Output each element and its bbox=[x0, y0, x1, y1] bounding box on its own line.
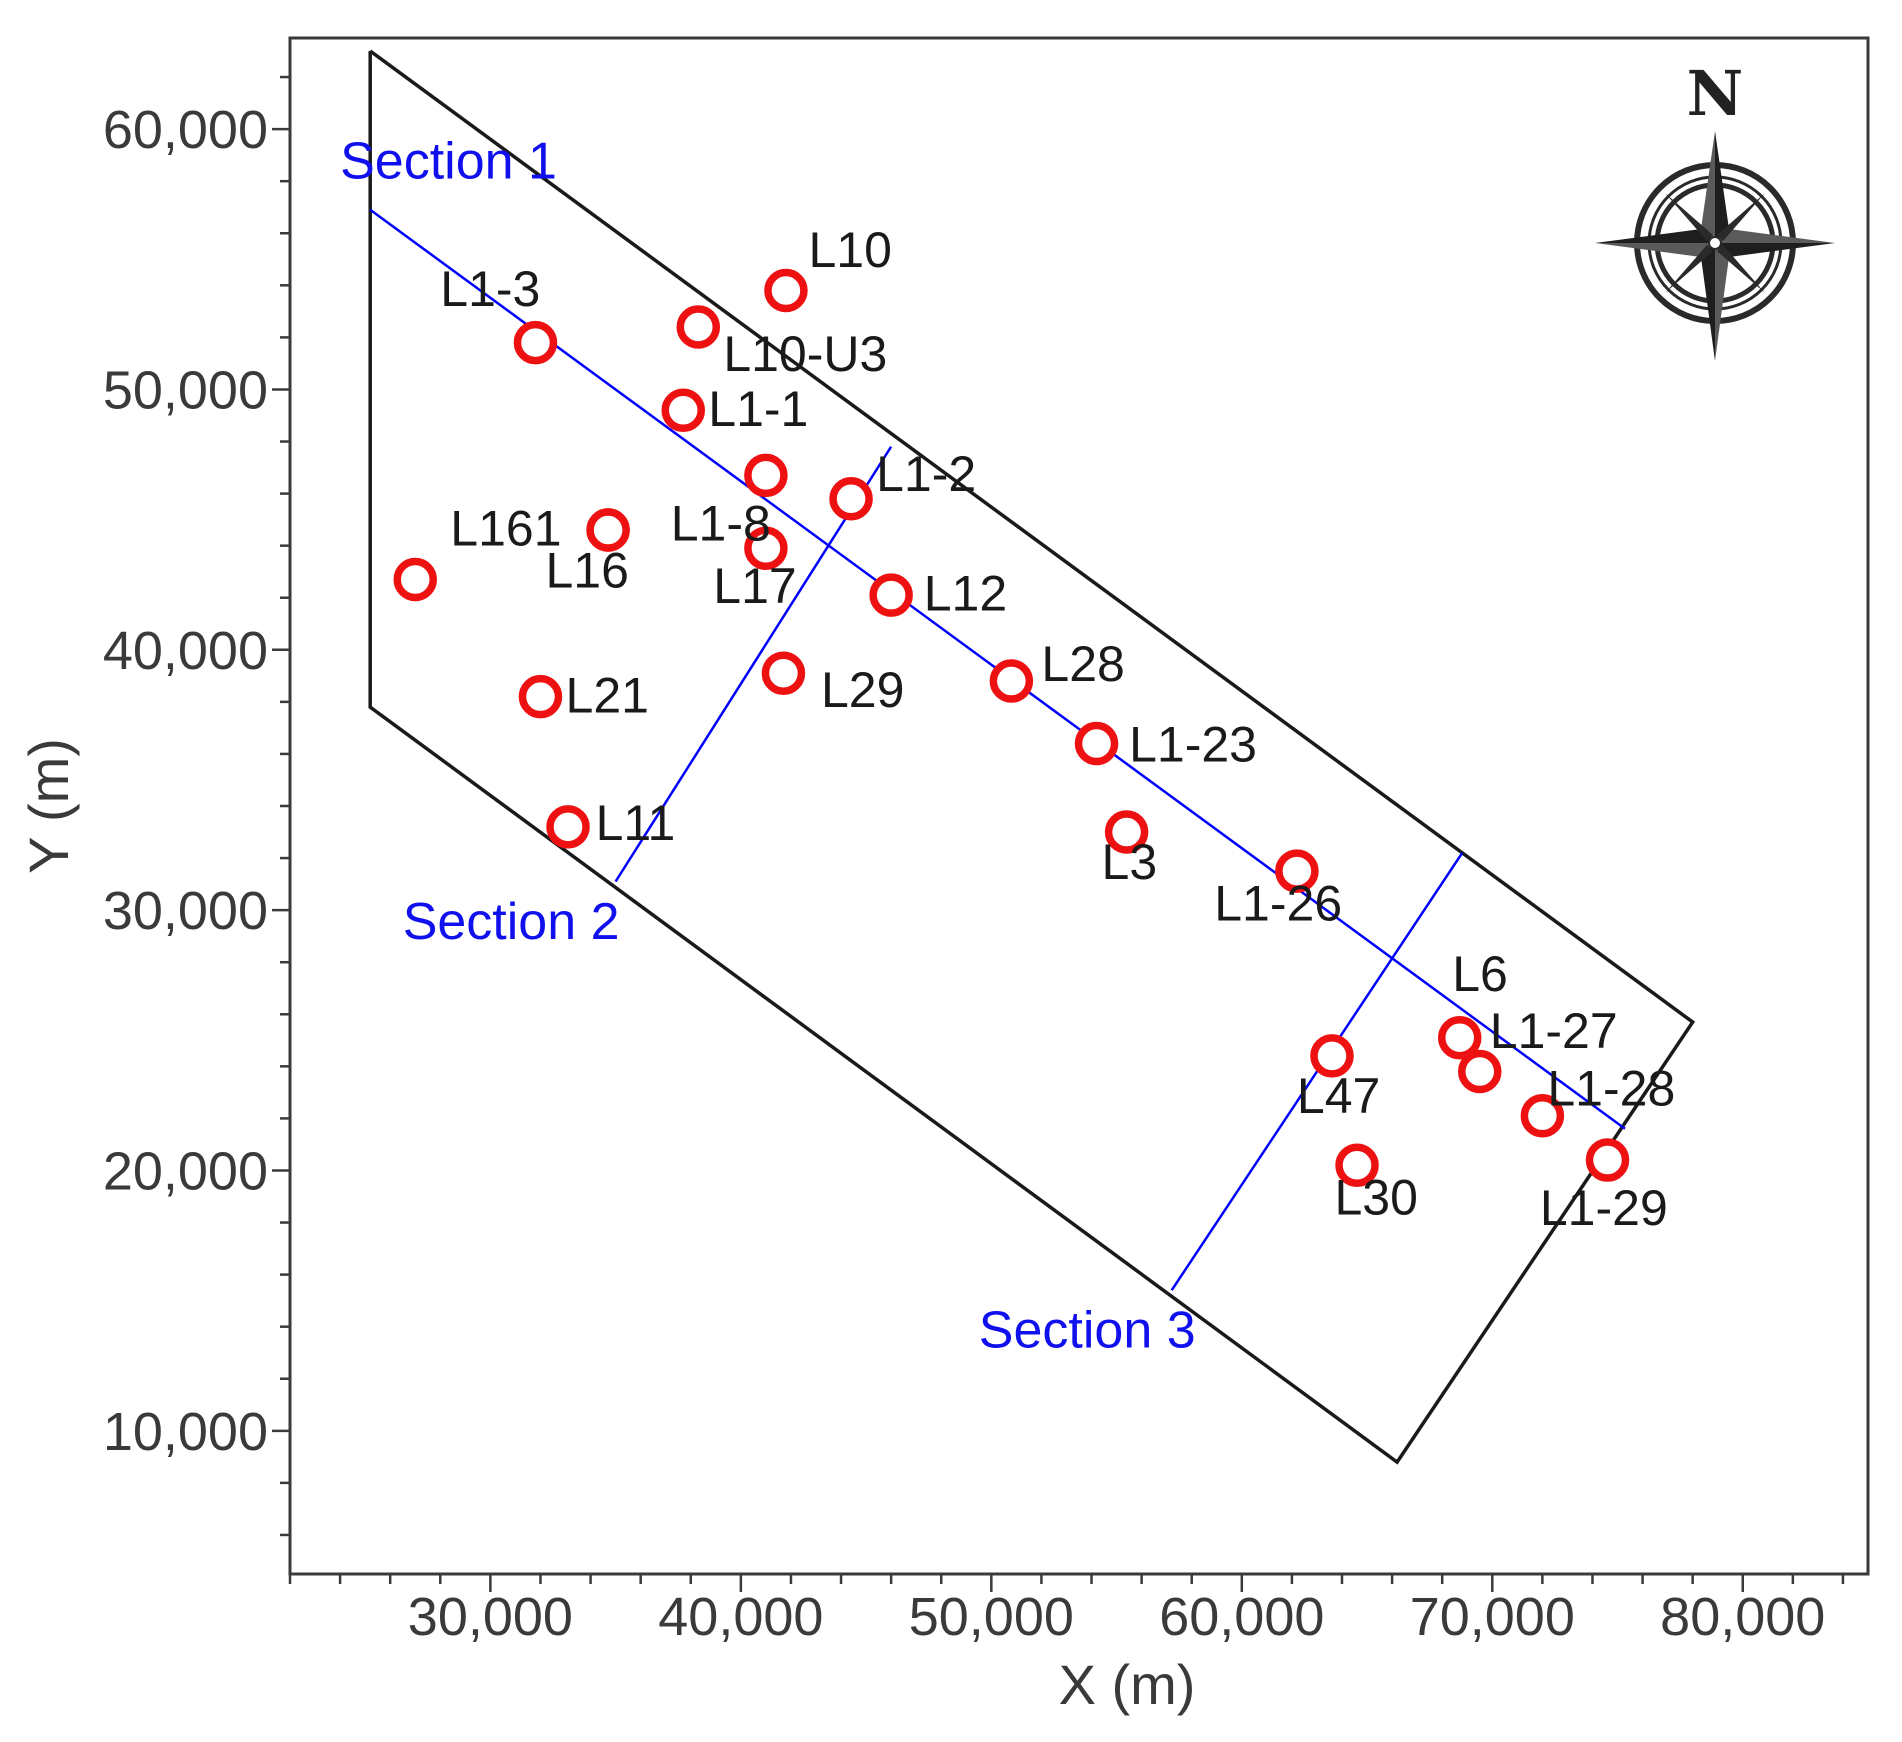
x-axis-tick-labels: 30,000 40,000 50,000 60,000 70,000 80,000 bbox=[408, 1587, 1826, 1647]
well-label: L12 bbox=[924, 566, 1007, 622]
section-label-2: Section 2 bbox=[403, 893, 620, 951]
y-axis-tick-labels: 10,000 20,000 30,000 40,000 50,000 60,000 bbox=[103, 100, 268, 1462]
boundary-polygon bbox=[368, 49, 1696, 1465]
well-label: L1-27 bbox=[1490, 1003, 1618, 1059]
well-label: L1-1 bbox=[708, 381, 808, 437]
well-marker bbox=[1310, 1034, 1354, 1078]
well-marker bbox=[518, 674, 563, 719]
x-tick-label: 50,000 bbox=[909, 1587, 1074, 1647]
study-area-boundary bbox=[368, 49, 1696, 1465]
well-marker bbox=[676, 305, 721, 349]
well-marker bbox=[1335, 1143, 1379, 1188]
well-label: L1-8 bbox=[671, 495, 771, 551]
well-label: L161 bbox=[450, 501, 561, 557]
well-label: L6 bbox=[1452, 946, 1508, 1002]
well-label: L17 bbox=[713, 558, 796, 614]
x-tick-label: 70,000 bbox=[1410, 1587, 1575, 1647]
well-marker bbox=[1104, 810, 1149, 854]
well-marker bbox=[761, 651, 806, 695]
axis-ticks bbox=[272, 75, 1845, 1592]
section-label-1: Section 1 bbox=[340, 133, 557, 191]
north-label: N bbox=[1687, 57, 1744, 130]
y-tick-label: 30,000 bbox=[103, 881, 268, 941]
well-marker bbox=[661, 388, 705, 433]
well-marker bbox=[744, 453, 788, 498]
well-label: L11 bbox=[596, 795, 676, 851]
well-marker bbox=[1585, 1138, 1630, 1182]
x-tick-label: 60,000 bbox=[1159, 1587, 1324, 1647]
well-marker bbox=[989, 659, 1034, 703]
y-tick-label: 50,000 bbox=[103, 360, 268, 420]
well-marker bbox=[764, 268, 808, 313]
x-axis-title: X (m) bbox=[1059, 1653, 1196, 1716]
well-marker bbox=[829, 477, 873, 521]
well-label: L1-23 bbox=[1129, 717, 1257, 773]
section-label-3: Section 3 bbox=[979, 1302, 1196, 1360]
well-marker bbox=[1074, 721, 1119, 766]
well-label: L10-U3 bbox=[723, 326, 887, 382]
well-label: L1-29 bbox=[1540, 1180, 1668, 1236]
section-labels: Section 1 Section 2 Section 3 bbox=[340, 133, 1196, 1360]
y-axis-title: Y (m) bbox=[17, 738, 80, 874]
x-tick-label: 40,000 bbox=[658, 1587, 823, 1647]
well-marker bbox=[586, 508, 630, 552]
well-marker bbox=[869, 573, 913, 617]
well-marker bbox=[546, 805, 590, 849]
well-label: L21 bbox=[566, 667, 649, 723]
well-marker bbox=[393, 557, 437, 602]
well-label: L28 bbox=[1041, 636, 1124, 692]
well-label: L10 bbox=[808, 222, 891, 278]
y-tick-label: 40,000 bbox=[103, 621, 268, 681]
well-label: L1-28 bbox=[1547, 1060, 1675, 1116]
y-tick-label: 10,000 bbox=[103, 1402, 268, 1462]
well-marker bbox=[744, 526, 788, 571]
x-tick-label: 30,000 bbox=[408, 1587, 573, 1647]
compass-rose-icon: N bbox=[1595, 57, 1835, 361]
well-label: L47 bbox=[1297, 1068, 1380, 1124]
x-tick-label: 80,000 bbox=[1660, 1587, 1825, 1647]
well-label: L30 bbox=[1334, 1170, 1417, 1226]
y-tick-label: 20,000 bbox=[103, 1141, 268, 1201]
y-tick-label: 60,000 bbox=[103, 100, 268, 160]
well-label: L3 bbox=[1102, 834, 1158, 890]
well-marker bbox=[513, 320, 558, 365]
well-label: L16 bbox=[545, 542, 628, 598]
well-marker bbox=[1437, 1015, 1482, 1060]
well-marker bbox=[1275, 849, 1319, 893]
well-label: L1-26 bbox=[1214, 876, 1342, 932]
well-marker bbox=[1458, 1049, 1502, 1094]
well-label: L1-3 bbox=[440, 261, 540, 317]
well-marker bbox=[1520, 1094, 1565, 1138]
well-markers bbox=[393, 268, 1630, 1188]
well-label: L29 bbox=[821, 662, 904, 718]
section-lines bbox=[369, 208, 1626, 1291]
well-label: L1-2 bbox=[876, 446, 976, 502]
